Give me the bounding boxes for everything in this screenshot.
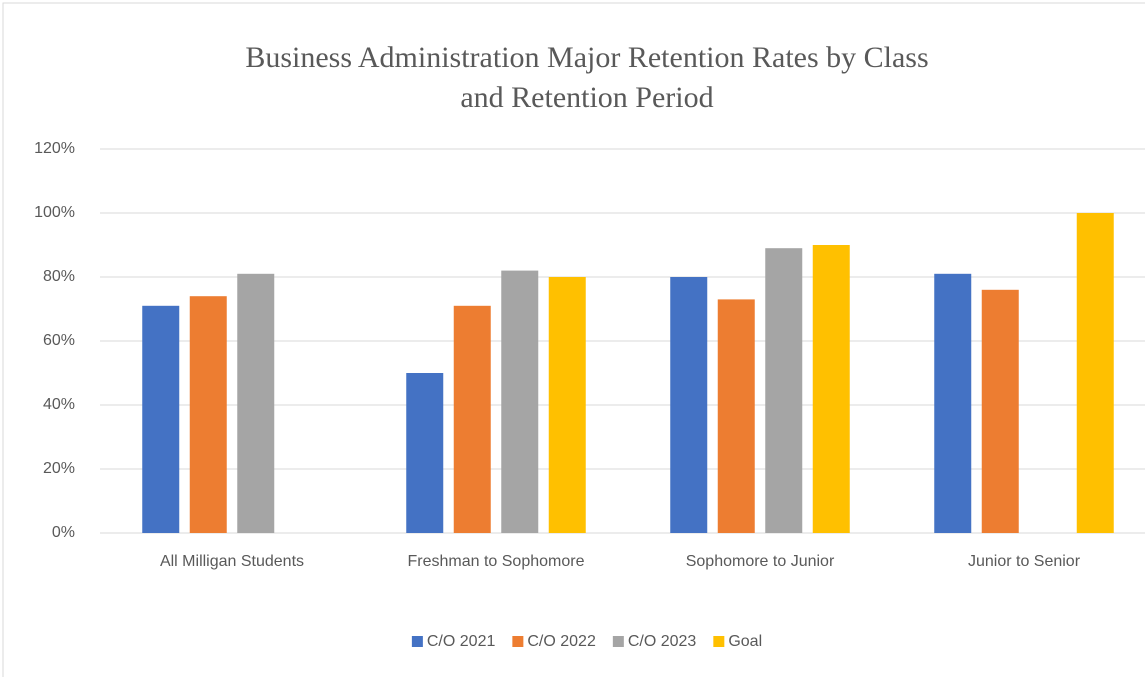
bar bbox=[981, 289, 1019, 533]
bar bbox=[453, 305, 491, 533]
bar bbox=[189, 296, 227, 533]
legend-swatch bbox=[713, 636, 725, 647]
bar bbox=[717, 299, 755, 533]
legend-swatch bbox=[512, 636, 524, 647]
bar bbox=[934, 273, 972, 533]
x-tick-label: Sophomore to Junior bbox=[686, 553, 835, 570]
y-tick-label: 40% bbox=[43, 396, 75, 413]
legend-label: Goal bbox=[728, 633, 762, 650]
legend-label: C/O 2021 bbox=[427, 633, 496, 650]
y-tick-label: 0% bbox=[52, 524, 75, 541]
bar bbox=[406, 373, 444, 533]
y-tick-label: 80% bbox=[43, 268, 75, 285]
bar bbox=[237, 273, 275, 533]
bar bbox=[501, 270, 539, 533]
legend-swatch bbox=[612, 636, 624, 647]
bar bbox=[670, 277, 708, 533]
y-tick-label: 120% bbox=[34, 140, 75, 157]
bar bbox=[548, 277, 586, 533]
legend-label: C/O 2022 bbox=[527, 633, 596, 650]
x-tick-label: Freshman to Sophomore bbox=[408, 553, 585, 570]
y-tick-label: 60% bbox=[43, 332, 75, 349]
x-tick-label: All Milligan Students bbox=[160, 553, 304, 570]
legend-swatch bbox=[411, 636, 423, 647]
bar bbox=[812, 245, 850, 533]
chart-title: and Retention Period bbox=[460, 81, 713, 114]
bar bbox=[765, 248, 803, 533]
x-tick-label: Junior to Senior bbox=[968, 553, 1081, 570]
bar bbox=[142, 305, 180, 533]
bar bbox=[1076, 213, 1114, 533]
chart-title: Business Administration Major Retention … bbox=[245, 41, 928, 74]
y-tick-label: 20% bbox=[43, 460, 75, 477]
y-tick-label: 100% bbox=[34, 204, 75, 221]
legend-label: C/O 2023 bbox=[628, 633, 697, 650]
